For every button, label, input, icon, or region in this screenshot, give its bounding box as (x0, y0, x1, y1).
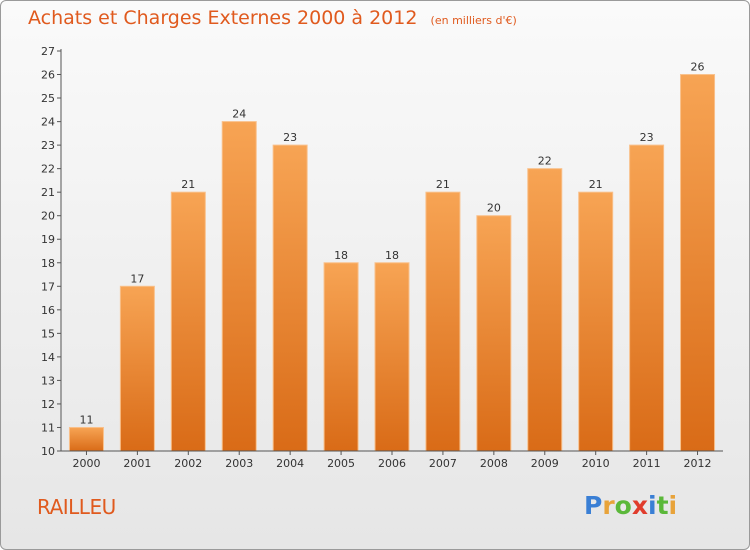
data-label: 22 (538, 155, 552, 168)
data-label: 18 (385, 249, 399, 262)
data-label: 23 (640, 131, 654, 144)
bar-2009 (527, 168, 563, 452)
x-tick-label: 2010 (582, 457, 610, 470)
y-tick-label: 27 (41, 45, 55, 58)
y-tick-label: 13 (41, 374, 55, 387)
x-tick-label: 2012 (684, 457, 712, 470)
x-tick-label: 2007 (429, 457, 457, 470)
data-label: 21 (589, 178, 603, 191)
bar-2012 (680, 74, 716, 452)
y-tick-label: 22 (41, 163, 55, 176)
bar-2000 (68, 426, 104, 452)
bar-2001 (119, 285, 155, 452)
x-tick-label: 2002 (174, 457, 202, 470)
brand-letter: i (668, 491, 678, 520)
x-tick-label: 2009 (531, 457, 559, 470)
bar-2004 (272, 144, 308, 452)
data-label: 17 (130, 272, 144, 285)
y-tick-label: 17 (41, 280, 55, 293)
brand-letter: i (648, 491, 657, 520)
bar-2011 (629, 144, 665, 452)
y-tick-label: 11 (41, 421, 55, 434)
x-tick-label: 2011 (633, 457, 661, 470)
y-tick-label: 23 (41, 139, 55, 152)
x-tick-label: 2001 (123, 457, 151, 470)
y-tick-label: 14 (41, 351, 55, 364)
chart-title-text: Achats et Charges Externes 2000 à 2012 (28, 7, 418, 29)
y-tick-label: 20 (41, 210, 55, 223)
bar-2010 (578, 191, 614, 452)
axes-group: 10 11 12 13 14 15 16 17 18 19 20 21 22 23 24 25 26 27 2000… (41, 45, 723, 470)
x-tick-label: 2008 (480, 457, 508, 470)
brand-letter: t (656, 491, 669, 520)
y-tick-label: 12 (41, 398, 55, 411)
bar-2007 (425, 191, 461, 452)
data-label: 21 (181, 178, 195, 191)
y-tick-label: 16 (41, 304, 55, 317)
brand-letter: r (602, 491, 615, 520)
y-tick-label: 24 (41, 116, 55, 129)
bar-2008 (476, 215, 512, 452)
bar-2002 (170, 191, 206, 452)
commune-name: RAILLEU (37, 495, 116, 519)
chart-unit-text: (en milliers d'€) (430, 14, 517, 27)
x-tick-label: 2003 (225, 457, 253, 470)
bar-2005 (323, 262, 359, 452)
data-label: 18 (334, 249, 348, 262)
bar-2006 (374, 262, 410, 452)
y-tick-label: 18 (41, 257, 55, 270)
x-tick-label: 2005 (327, 457, 355, 470)
bar-2003 (221, 121, 257, 452)
y-tick-label: 21 (41, 186, 55, 199)
y-tick-label: 10 (41, 445, 55, 458)
data-label: 24 (232, 108, 246, 121)
y-tick-label: 25 (41, 92, 55, 105)
data-label: 20 (487, 202, 501, 215)
data-label: 11 (79, 413, 93, 426)
y-tick-label: 26 (41, 69, 55, 82)
data-label: 21 (436, 178, 450, 191)
y-tick-label: 15 (41, 327, 55, 340)
data-label: 26 (691, 61, 705, 74)
brand-letter: P (584, 491, 603, 520)
brand-letter: o (614, 491, 632, 520)
bars-group (68, 74, 716, 452)
chart-title: Achats et Charges Externes 2000 à 2012 (… (28, 7, 517, 29)
proxiti-logo: Proxiti (584, 491, 677, 520)
y-tick-label: 19 (41, 233, 55, 246)
x-tick-label: 2006 (378, 457, 406, 470)
x-tick-label: 2004 (276, 457, 304, 470)
data-label: 23 (283, 131, 297, 144)
x-tick-label: 2000 (72, 457, 100, 470)
brand-letter: x (631, 491, 648, 520)
